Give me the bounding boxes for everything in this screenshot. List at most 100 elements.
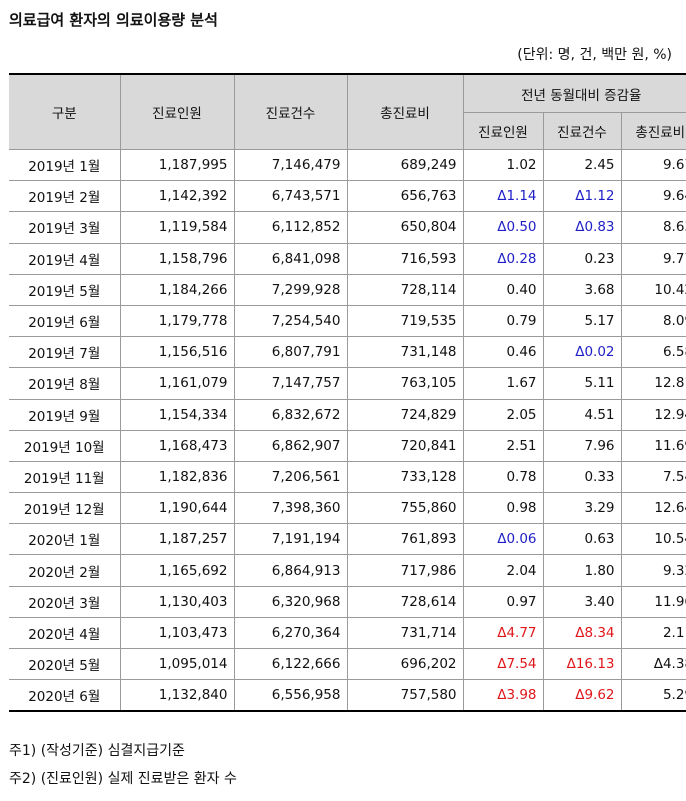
cell-patients: 1,187,995 xyxy=(119,148,235,182)
cell-period: 2019년 2월 xyxy=(9,180,121,213)
cell-yoy-patients: 0.98 xyxy=(462,492,544,525)
cell-yoy-patients: Δ4.77 xyxy=(462,616,544,650)
cell-cost: 724,829 xyxy=(346,398,464,431)
cell-cost: 717,986 xyxy=(346,554,464,587)
cell-yoy-patients: Δ0.28 xyxy=(462,242,544,275)
cell-cases: 7,299,928 xyxy=(233,273,348,306)
cell-yoy-patients: Δ1.14 xyxy=(462,180,544,213)
table-row: 2019년 8월 1,161,079 7,147,757 763,105 1.67 5.1… xyxy=(9,367,686,400)
cell-yoy-cases: 5.11 xyxy=(542,367,622,400)
cell-yoy-cost: 2.11 xyxy=(620,616,686,650)
cell-period: 2020년 3월 xyxy=(9,585,121,618)
cell-yoy-cost: 8.09 xyxy=(620,304,686,338)
medical-usage-table: 구분 진료인원 진료건수 총진료비 전년 동월대비 증감율 진료인원 진료건수 … xyxy=(9,73,686,713)
cell-yoy-cases: Δ16.13 xyxy=(542,647,622,681)
cell-patients: 1,154,334 xyxy=(119,398,235,431)
cell-yoy-patients: 0.78 xyxy=(462,460,544,494)
cell-yoy-cost: 12.64 xyxy=(620,492,686,525)
cell-patients: 1,190,644 xyxy=(119,492,235,525)
cell-yoy-cost: 7.54 xyxy=(620,460,686,494)
cell-period: 2019년 3월 xyxy=(9,211,121,244)
cell-yoy-cases: Δ9.62 xyxy=(542,679,622,712)
cell-yoy-patients: 2.51 xyxy=(462,429,544,462)
header-category: 구분 xyxy=(9,73,121,150)
cell-yoy-cases: 0.23 xyxy=(542,242,622,275)
cell-period: 2019년 4월 xyxy=(9,242,121,275)
cell-cases: 6,743,571 xyxy=(233,180,348,213)
cell-yoy-cases: 5.17 xyxy=(542,304,622,338)
cell-yoy-cost: 6.58 xyxy=(620,336,686,369)
cell-yoy-patients: Δ3.98 xyxy=(462,679,544,712)
footnote-1: 주1) (작성기준) 심결지급기준 xyxy=(9,743,185,759)
cell-cost: 719,535 xyxy=(346,304,464,338)
cell-cases: 7,398,360 xyxy=(233,492,348,525)
table-row: 2019년 3월 1,119,584 6,112,852 650,804 Δ0.50 Δ0… xyxy=(9,211,686,244)
cell-yoy-cases: 3.68 xyxy=(542,273,622,306)
cell-yoy-patients: 2.04 xyxy=(462,554,544,587)
cell-yoy-cases: 1.80 xyxy=(542,554,622,587)
cell-patients: 1,168,473 xyxy=(119,429,235,462)
table-row: 2020년 6월 1,132,840 6,556,958 757,580 Δ3.98 Δ9… xyxy=(9,679,686,712)
cell-yoy-cost: 11.69 xyxy=(620,429,686,462)
cell-cases: 6,862,907 xyxy=(233,429,348,462)
cell-period: 2019년 11월 xyxy=(9,460,121,494)
cell-cost: 728,614 xyxy=(346,585,464,618)
cell-cases: 6,832,672 xyxy=(233,398,348,431)
header-cases: 진료건수 xyxy=(233,73,348,150)
cell-patients: 1,187,257 xyxy=(119,523,235,556)
header-patients: 진료인원 xyxy=(119,73,235,150)
cell-cases: 7,147,757 xyxy=(233,367,348,400)
cell-yoy-cost: 10.42 xyxy=(620,273,686,306)
cell-cost: 716,593 xyxy=(346,242,464,275)
table-row: 2019년 10월 1,168,473 6,862,907 720,841 2.51 7.… xyxy=(9,429,686,462)
cell-cost: 650,804 xyxy=(346,211,464,244)
cell-yoy-cost: 10.54 xyxy=(620,523,686,556)
cell-yoy-patients: 0.97 xyxy=(462,585,544,618)
cell-yoy-cases: 3.40 xyxy=(542,585,622,618)
cell-yoy-cases: 4.51 xyxy=(542,398,622,431)
cell-patients: 1,158,796 xyxy=(119,242,235,275)
cell-cases: 6,270,364 xyxy=(233,616,348,650)
cell-patients: 1,184,266 xyxy=(119,273,235,306)
cell-cost: 689,249 xyxy=(346,148,464,182)
cell-period: 2020년 1월 xyxy=(9,523,121,556)
cell-period: 2020년 5월 xyxy=(9,647,121,681)
cell-yoy-cost: 12.81 xyxy=(620,367,686,400)
cell-cases: 7,191,194 xyxy=(233,523,348,556)
cell-yoy-cost: 9.77 xyxy=(620,242,686,275)
cell-cases: 6,556,958 xyxy=(233,679,348,712)
cell-cases: 6,807,791 xyxy=(233,336,348,369)
cell-patients: 1,142,392 xyxy=(119,180,235,213)
cell-period: 2019년 6월 xyxy=(9,304,121,338)
table-row: 2019년 4월 1,158,796 6,841,098 716,593 Δ0.28 0.… xyxy=(9,242,686,275)
cell-period: 2019년 12월 xyxy=(9,492,121,525)
cell-patients: 1,132,840 xyxy=(119,679,235,712)
cell-period: 2019년 9월 xyxy=(9,398,121,431)
cell-yoy-cases: 3.29 xyxy=(542,492,622,525)
table-row: 2020년 5월 1,095,014 6,122,666 696,202 Δ7.54 Δ1… xyxy=(9,647,686,681)
cell-yoy-patients: 0.46 xyxy=(462,336,544,369)
cell-patients: 1,119,584 xyxy=(119,211,235,244)
cell-yoy-cases: Δ0.02 xyxy=(542,336,622,369)
cell-patients: 1,179,778 xyxy=(119,304,235,338)
cell-yoy-patients: 0.40 xyxy=(462,273,544,306)
cell-patients: 1,161,079 xyxy=(119,367,235,400)
cell-yoy-cost: 8.63 xyxy=(620,211,686,244)
cell-period: 2020년 4월 xyxy=(9,616,121,650)
table-row: 2019년 2월 1,142,392 6,743,571 656,763 Δ1.14 Δ1… xyxy=(9,180,686,213)
unit-note: (단위: 명, 건, 백만 원, %) xyxy=(517,47,672,63)
cell-cases: 7,254,540 xyxy=(233,304,348,338)
table-row: 2020년 2월 1,165,692 6,864,913 717,986 2.04 1.8… xyxy=(9,554,686,587)
cell-cases: 6,112,852 xyxy=(233,211,348,244)
cell-yoy-patients: Δ7.54 xyxy=(462,647,544,681)
table-row: 2019년 9월 1,154,334 6,832,672 724,829 2.05 4.5… xyxy=(9,398,686,431)
cell-period: 2019년 7월 xyxy=(9,336,121,369)
cell-yoy-cost: Δ4.38 xyxy=(620,647,686,681)
cell-yoy-patients: 1.02 xyxy=(462,148,544,182)
cell-yoy-patients: 0.79 xyxy=(462,304,544,338)
cell-yoy-cases: 2.45 xyxy=(542,148,622,182)
cell-cost: 731,148 xyxy=(346,336,464,369)
header-yoy-cost: 총진료비 xyxy=(620,112,686,150)
cell-yoy-cases: 0.33 xyxy=(542,460,622,494)
cell-cost: 733,128 xyxy=(346,460,464,494)
